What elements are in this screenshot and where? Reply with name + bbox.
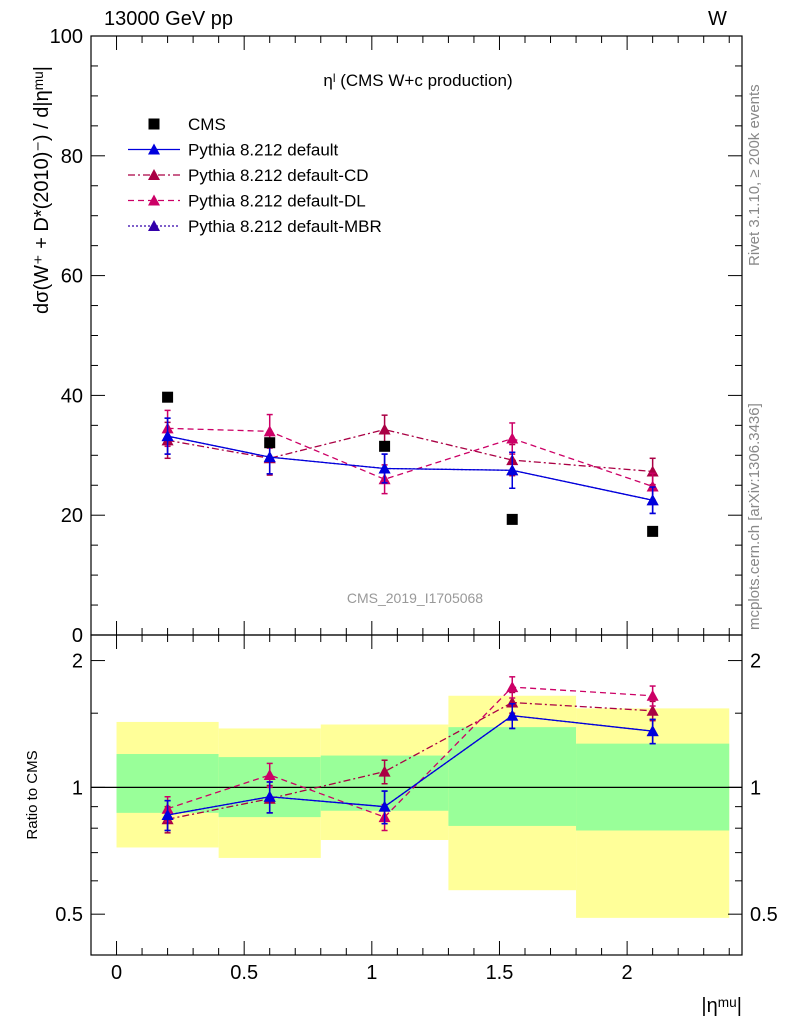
y-tick-label: 0 [72, 625, 83, 647]
ratio-marker-cd [506, 696, 519, 708]
x-tick-label: 1.5 [486, 962, 514, 984]
energy-label: 13000 GeV pp [104, 8, 233, 30]
ratio-marker-default [263, 790, 276, 802]
y-tick-label: 80 [61, 146, 83, 168]
ratio-y-axis-label: Ratio to CMS [24, 750, 41, 839]
ratio-marker-cd [646, 704, 659, 716]
main-series-line-cd [167, 428, 653, 473]
ratio-plot-frame [90, 634, 743, 956]
legend-label-cd: Pythia 8.212 default-CD [188, 166, 369, 185]
main-marker-cd [378, 423, 391, 435]
main-marker-dl [506, 432, 519, 444]
ratio-marker-cd [378, 765, 391, 777]
process-label: W [708, 8, 727, 30]
ratio-y-tick-label: 1 [72, 777, 83, 799]
main-marker-dl [263, 425, 276, 437]
legend-label-dl: Pythia 8.212 default-DL [188, 192, 366, 211]
ratio-marker-default [506, 709, 519, 721]
y-tick-label: 20 [61, 505, 83, 527]
legend-marker-dl [148, 194, 160, 206]
y-tick-label: 60 [61, 266, 83, 288]
ratio-y-tick-label: 2 [72, 651, 83, 673]
x-tick-label: 1 [366, 962, 377, 984]
legend-marker-cms [148, 118, 160, 130]
x-tick-label: 0 [111, 962, 122, 984]
data-point-cms [379, 440, 391, 452]
ratio-marker-default [161, 808, 174, 820]
y-tick-label: 100 [50, 26, 83, 48]
legend-label-default: Pythia 8.212 default [188, 141, 339, 160]
ratio-series-line-dl [167, 686, 653, 818]
main-marker-dl [646, 480, 659, 492]
y-tick-label: 40 [61, 385, 83, 407]
main-y-axis-label: dσ(W⁺ + D*(2010)⁻) / d|ηᵐᵘ| [31, 66, 53, 314]
ratio-y-tick-label-right: 2 [750, 651, 761, 673]
legend-marker-mbr [148, 220, 160, 231]
ratio-y-tick-label-right: 0.5 [750, 904, 778, 926]
ratio-marker-default [646, 725, 659, 737]
data-point-cms [647, 525, 659, 537]
main-marker-default [506, 464, 519, 476]
main-plot-title: ηˡ (CMS W+c production) [323, 71, 512, 90]
x-tick-label: 2 [622, 962, 633, 984]
legend-marker-cd [148, 169, 160, 180]
ratio-band-inner [448, 727, 577, 826]
main-series-line-mbr [167, 435, 653, 501]
analysis-watermark: CMS_2019_I1705068 [347, 590, 483, 606]
main-marker-default [646, 494, 659, 506]
x-tick-label: 0.5 [230, 962, 258, 984]
ratio-y-tick-label-right: 1 [750, 777, 761, 799]
legend-label-data: CMS [188, 115, 226, 134]
main-series-line-default [167, 435, 653, 501]
ratio-marker-default [378, 800, 391, 812]
ratio-marker-dl [263, 768, 276, 780]
x-axis-label: |ηᵐᵘ| [701, 995, 742, 1017]
main-marker-default [263, 451, 276, 463]
main-series-line-dl [167, 427, 653, 488]
ratio-marker-dl [506, 681, 519, 693]
legend-marker-default [148, 143, 160, 155]
data-point-cms [506, 513, 518, 525]
data-point-cms [264, 437, 276, 449]
legend-label-mbr: Pythia 8.212 default-MBR [188, 217, 382, 236]
ratio-y-tick-label: 0.5 [55, 904, 83, 926]
main-marker-default [161, 430, 174, 442]
ratio-marker-dl [646, 689, 659, 701]
data-point-cms [162, 391, 174, 403]
main-marker-default [378, 462, 391, 474]
